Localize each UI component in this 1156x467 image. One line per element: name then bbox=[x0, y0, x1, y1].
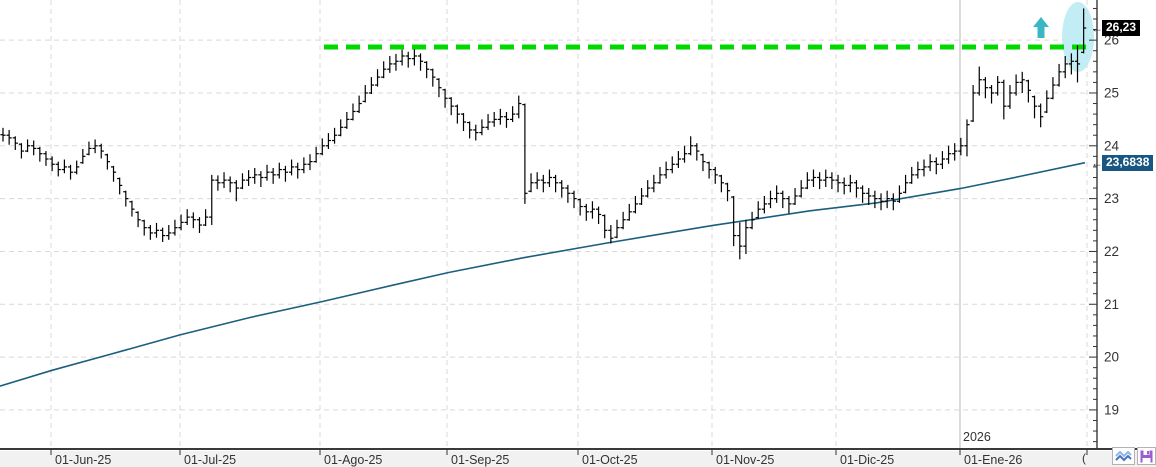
last-price-tag: 26,23 bbox=[1102, 20, 1141, 36]
last-price-arrow-icon: ← bbox=[1091, 21, 1103, 35]
highlight-ellipse bbox=[1062, 2, 1094, 72]
floppy-save-icon bbox=[1140, 450, 1153, 463]
y-axis-label: 25 bbox=[1104, 85, 1119, 100]
clipped-axis-label: ( bbox=[1082, 451, 1086, 465]
year-divider-label: 2026 bbox=[963, 430, 991, 444]
x-axis-label: 01-Nov-25 bbox=[716, 453, 774, 467]
x-axis-label: 01-Oct-25 bbox=[582, 453, 638, 467]
ma-value-arrow-icon: ← bbox=[1091, 156, 1103, 170]
y-axis-label: 20 bbox=[1104, 350, 1119, 365]
ma-value-tag: 23,6838 bbox=[1102, 155, 1154, 171]
x-axis-label: 01-Dic-25 bbox=[840, 453, 894, 467]
x-axis-label: 01-Ene-26 bbox=[964, 453, 1022, 467]
y-axis-label: 21 bbox=[1104, 297, 1119, 312]
x-axis-label: 01-Ago-25 bbox=[324, 453, 382, 467]
y-axis-label: 19 bbox=[1104, 402, 1119, 417]
x-axis-label: 01-Sep-25 bbox=[451, 453, 509, 467]
up-arrow-icon bbox=[1033, 17, 1049, 38]
y-axis-label: 24 bbox=[1104, 138, 1120, 153]
zigzag-chart-icon bbox=[1115, 450, 1132, 463]
x-axis-label: 01-Jul-25 bbox=[184, 453, 236, 467]
y-axis-label: 22 bbox=[1104, 244, 1119, 259]
x-axis-strip bbox=[0, 451, 1156, 467]
x-axis-label: 01-Jun-25 bbox=[55, 453, 111, 467]
y-axis-label: 26 bbox=[1104, 33, 1119, 48]
chart-lines-button[interactable] bbox=[1112, 447, 1135, 465]
moving-average-line bbox=[0, 161, 1086, 387]
save-button[interactable] bbox=[1137, 447, 1156, 465]
y-axis-label: 23 bbox=[1104, 191, 1119, 206]
